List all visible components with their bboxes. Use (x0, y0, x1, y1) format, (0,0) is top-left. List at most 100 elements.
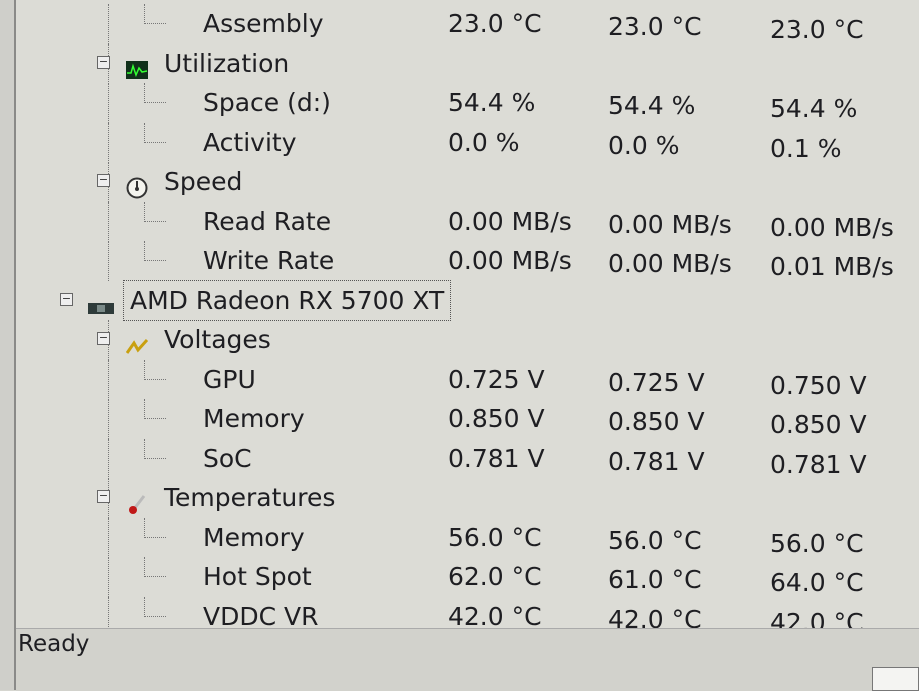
sensor-row[interactable]: GPU 0.725 V 0.725 V 0.750 V (16, 359, 919, 400)
tree-line (144, 83, 145, 103)
status-text: Ready (18, 631, 90, 657)
tree-line (144, 457, 166, 459)
max-col: 64.0 °C (770, 568, 864, 597)
min-col: 0.00 MB/s (608, 249, 732, 278)
sensor-row[interactable]: Hot Spot 62.0 °C 61.0 °C 64.0 °C (16, 557, 919, 597)
background-window-edge (0, 0, 16, 690)
tree-line (144, 102, 166, 103)
value-col: 54.4 % (448, 88, 536, 117)
row-label: Memory (203, 404, 305, 433)
value-col: 0.725 V (448, 364, 545, 394)
row-label: GPU (203, 364, 256, 394)
sensor-row[interactable]: Space (d:) 54.4 % 54.4 % 54.4 % (16, 83, 919, 123)
row-label: Assembly (203, 9, 324, 38)
row-label: Activity (203, 127, 297, 157)
max-col: 56.0 °C (770, 528, 864, 558)
voltage-icon (125, 329, 149, 354)
tree-line (144, 418, 166, 419)
category-row[interactable]: − Voltages (16, 320, 919, 360)
sensor-row[interactable]: SoC 0.781 V 0.781 V 0.781 V (16, 438, 919, 479)
tree-line (144, 615, 166, 617)
row-label: Memory (203, 522, 305, 552)
min-col: 61.0 °C (608, 565, 702, 594)
sensor-row[interactable]: Assembly 23.0 °C 23.0 °C 23.0 °C (16, 4, 919, 44)
sensor-row[interactable]: Read Rate 0.00 MB/s 0.00 MB/s 0.00 MB/s (16, 201, 919, 242)
collapse-toggle[interactable]: − (97, 331, 110, 345)
collapse-toggle[interactable]: − (97, 54, 110, 69)
max-col: 0.1 % (770, 133, 842, 163)
min-col: 0.781 V (608, 446, 705, 476)
tree-line (144, 359, 145, 380)
tree-line (144, 576, 166, 577)
tree-line (108, 517, 109, 558)
row-label: Voltages (164, 325, 271, 354)
tree-line (144, 596, 145, 617)
row-label: Space (d:) (203, 88, 331, 117)
speedometer-icon (126, 171, 148, 199)
row-label: Write Rate (203, 246, 335, 275)
sensor-tree-panel: Assembly 23.0 °C 23.0 °C 23.0 °C − Utilizatio… (16, 0, 919, 637)
tree-line (144, 241, 145, 261)
tree-line (144, 122, 145, 143)
tree-line (144, 378, 166, 380)
max-col: 23.0 °C (770, 15, 864, 44)
value-col: 56.0 °C (448, 522, 542, 552)
collapse-toggle[interactable]: − (97, 489, 110, 503)
sensor-row[interactable]: Write Rate 0.00 MB/s 0.00 MB/s 0.01 MB/s (16, 241, 919, 281)
tree-line (108, 359, 109, 400)
tree-line (144, 201, 145, 222)
value-col: 0.850 V (448, 404, 545, 433)
max-col: 0.01 MB/s (770, 252, 894, 281)
tree-line (144, 536, 166, 538)
device-row[interactable]: − AMD Radeon RX 5700 XT (16, 279, 919, 321)
min-col: 0.00 MB/s (608, 209, 732, 239)
min-col: 0.850 V (608, 407, 705, 436)
category-row[interactable]: − Utilization (16, 43, 919, 84)
sensor-row[interactable]: Memory 0.850 V 0.850 V 0.850 V (16, 399, 919, 439)
value-col: 23.0 °C (448, 9, 542, 38)
min-col: 23.0 °C (608, 12, 702, 41)
max-col: 0.781 V (770, 449, 867, 479)
row-label: Hot Spot (203, 562, 312, 591)
row-label: Read Rate (203, 206, 332, 236)
min-col: 0.0 % (608, 130, 680, 160)
tree-line (144, 260, 166, 261)
tree-line (108, 201, 109, 242)
max-col: 0.00 MB/s (770, 212, 894, 242)
tree-line (144, 438, 145, 459)
tree-line (144, 4, 145, 24)
value-col: 0.00 MB/s (448, 206, 572, 236)
row-label: SoC (203, 443, 252, 473)
status-bar: Ready (16, 628, 919, 691)
value-col: 62.0 °C (448, 562, 542, 591)
row-label: Temperatures (164, 483, 336, 512)
collapse-toggle[interactable]: − (60, 291, 73, 306)
collapse-toggle[interactable]: − (97, 173, 110, 187)
min-col: 56.0 °C (608, 525, 702, 555)
resize-grip[interactable] (872, 667, 919, 691)
tree-line (108, 4, 109, 44)
tree-line (108, 241, 109, 281)
tree-line (144, 220, 166, 222)
max-col: 54.4 % (770, 94, 858, 123)
tree-line (108, 438, 109, 479)
value-col: 0.0 % (448, 127, 520, 157)
tree-line (108, 122, 109, 163)
tree-line (144, 557, 145, 577)
category-row[interactable]: − Speed (16, 162, 919, 202)
tree-line (108, 596, 109, 637)
utilization-icon (126, 53, 148, 79)
row-label: Speed (164, 167, 243, 196)
sensor-row[interactable]: Memory 56.0 °C 56.0 °C 56.0 °C (16, 517, 919, 558)
tree-line (108, 83, 109, 123)
sensor-tree[interactable]: Assembly 23.0 °C 23.0 °C 23.0 °C − Utilizatio… (16, 4, 919, 637)
tree-line (144, 517, 145, 538)
graphics-card-icon (88, 290, 114, 314)
row-label: VDDC VR (203, 601, 319, 631)
tree-line (144, 141, 166, 143)
value-col: 0.781 V (448, 443, 545, 473)
category-row[interactable]: − Temperatures (16, 478, 919, 518)
row-label: Utilization (164, 48, 290, 78)
max-col: 0.750 V (770, 370, 867, 400)
sensor-row[interactable]: Activity 0.0 % 0.0 % 0.1 % (16, 122, 919, 163)
